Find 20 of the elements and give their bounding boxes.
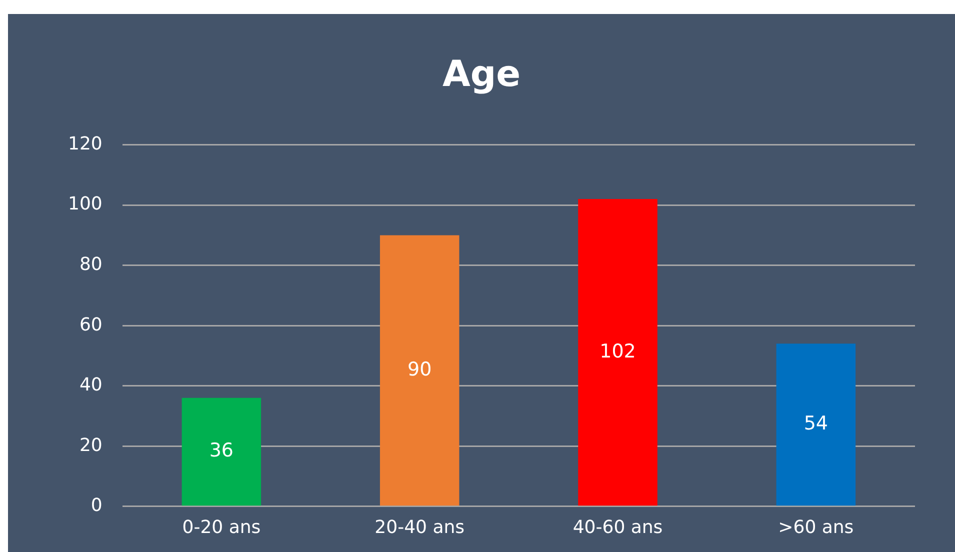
y-tick-label: 60 [79, 314, 102, 336]
bar [776, 344, 856, 506]
x-tick-label: 20-40 ans [374, 516, 465, 538]
y-tick-label: 120 [68, 133, 102, 154]
bar [578, 199, 658, 506]
data-label: 36 [209, 440, 234, 462]
y-tick-label: 40 [79, 374, 102, 396]
data-label: 90 [408, 358, 432, 380]
data-label: 102 [600, 340, 636, 362]
data-label: 54 [804, 412, 828, 435]
y-tick-label: 100 [68, 194, 102, 215]
bar [182, 398, 262, 506]
y-tick-label: 20 [79, 434, 102, 456]
x-tick-label: 40-60 ans [572, 516, 663, 538]
x-tick-label: 0-20 ans [182, 516, 261, 538]
bar [380, 235, 460, 506]
y-tick-label: 80 [79, 254, 102, 276]
y-tick-label: 0 [90, 495, 102, 516]
chart-title: Age [441, 54, 522, 95]
x-tick-label: >60 ans [778, 516, 854, 538]
